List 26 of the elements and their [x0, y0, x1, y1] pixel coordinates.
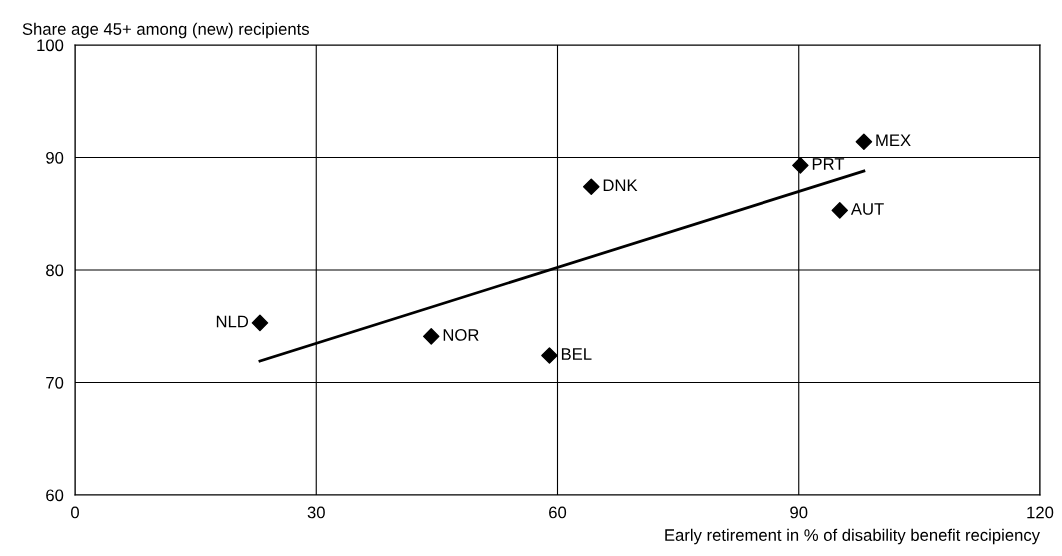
point [251, 314, 269, 332]
point [831, 202, 849, 219]
annotation: DNK [603, 179, 638, 192]
y-tick-label: 70 [46, 376, 64, 389]
annotation: NLD [216, 315, 249, 328]
y-tick-label: 60 [46, 489, 64, 502]
annotation: AUT [850, 203, 884, 215]
x-tick-label: 60 [549, 506, 567, 519]
x-tick-label: 90 [790, 506, 808, 519]
annotation: MEX [876, 134, 911, 147]
annotation: NOR [443, 329, 479, 341]
point [541, 347, 558, 364]
y-tick-label: 100 [37, 39, 64, 52]
y-tick-label: 80 [46, 264, 64, 277]
x-tick-label: 0 [71, 506, 79, 519]
y-axis-title: Share age 45+ among (new) recipients [22, 22, 309, 39]
x-axis-title: Early retirement in % of disability benefit recipiency [665, 528, 1040, 545]
point [792, 157, 809, 174]
x-tick-label: 120 [1027, 506, 1054, 519]
point [582, 178, 600, 196]
x-tick-label: 30 [307, 506, 325, 519]
annotation: PRT [812, 158, 845, 170]
y-tick-label: 90 [46, 151, 64, 164]
annotation: BEL [561, 348, 592, 360]
point [422, 328, 440, 345]
point [855, 133, 873, 151]
